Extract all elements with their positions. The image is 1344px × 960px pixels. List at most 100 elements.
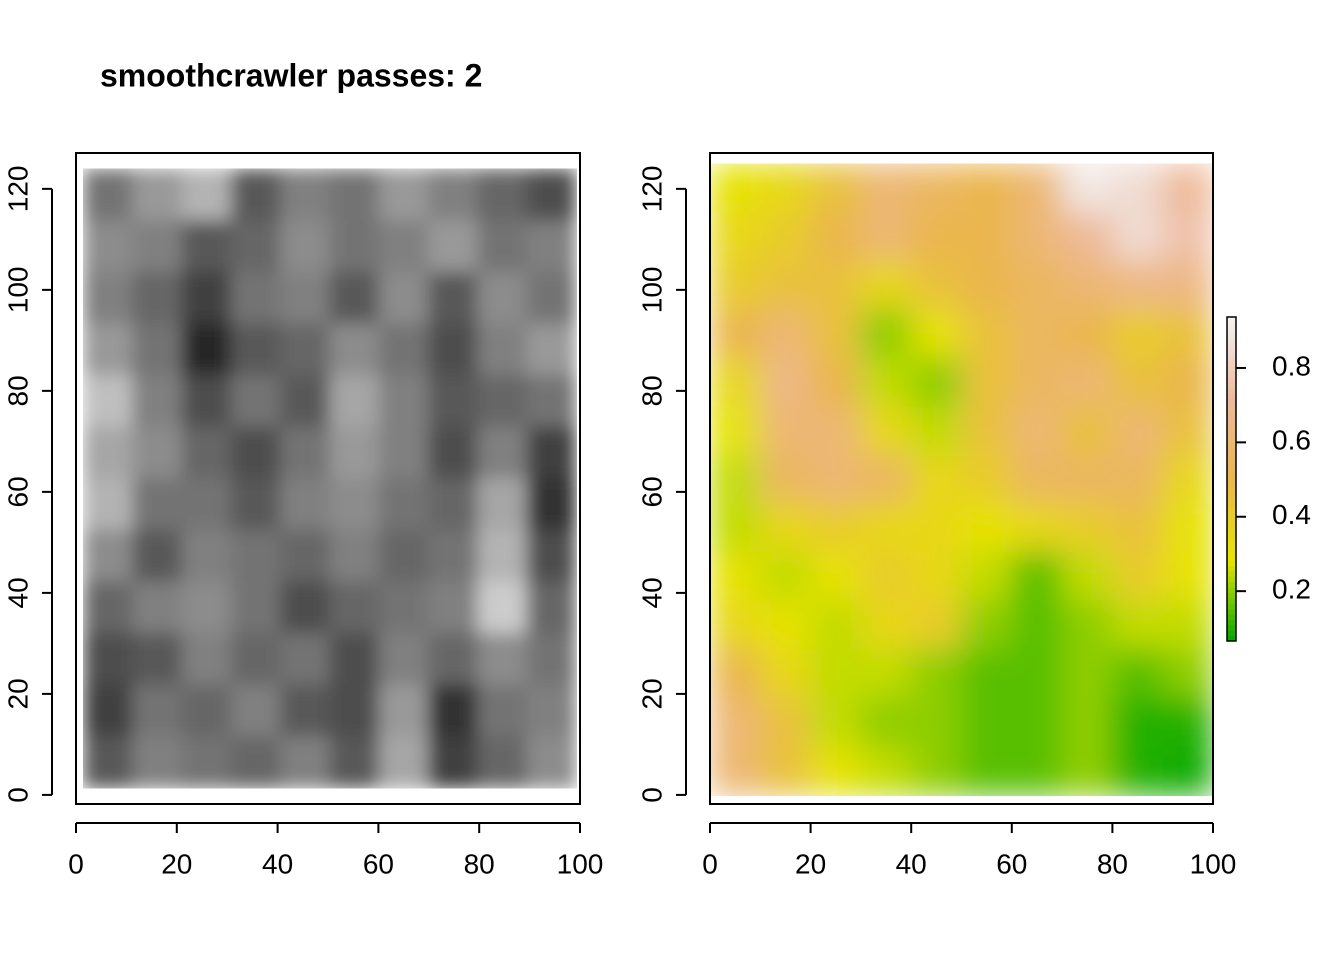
heatmap-raster: [83, 168, 577, 789]
colorbar-tick-label: 0.8: [1272, 350, 1311, 381]
colorbar-step: [1227, 365, 1236, 372]
colorbar-step: [1227, 371, 1236, 377]
heatmap-cell: [1062, 746, 1113, 796]
plot-frame: [709, 152, 1214, 805]
heatmap-cell: [1062, 212, 1113, 262]
heatmap-cell: [428, 375, 478, 428]
heatmap-cell: [181, 684, 232, 737]
heatmap-cell: [477, 478, 528, 531]
heatmap-cell: [1011, 260, 1063, 310]
heatmap-cell: [760, 697, 812, 747]
colorbar-step: [1227, 597, 1236, 604]
colorbar-step: [1227, 511, 1236, 518]
heatmap-cell: [132, 633, 183, 686]
heatmap-cell: [1011, 163, 1063, 213]
heatmap-cell: [961, 503, 1013, 553]
colorbar-step: [1227, 344, 1236, 350]
colorbar-tick-label: 0.6: [1272, 425, 1311, 456]
heatmap-cell: [760, 600, 812, 650]
heatmap-cell: [280, 168, 331, 221]
x-tick-label: 100: [1190, 848, 1237, 879]
heatmap-cell: [961, 309, 1013, 359]
heatmap-cell: [860, 212, 912, 262]
heatmap-cell: [810, 260, 862, 310]
heatmap-cell: [810, 649, 862, 699]
heatmap-cell: [477, 220, 528, 273]
heatmap-cell: [378, 323, 429, 376]
heatmap-cell: [1011, 212, 1063, 262]
heatmap-cell: [760, 309, 812, 359]
heatmap-cell: [961, 357, 1013, 408]
heatmap-cell: [230, 529, 281, 583]
heatmap-cell: [1162, 212, 1214, 262]
heatmap-cell: [132, 220, 183, 273]
heatmap-cell: [1011, 649, 1063, 699]
colorbar-step: [1227, 387, 1236, 394]
heatmap-cell: [710, 600, 761, 650]
colorbar-step: [1227, 581, 1236, 588]
heatmap-cell: [181, 220, 232, 273]
heatmap-cell: [428, 684, 478, 737]
heatmap-cell: [477, 271, 528, 325]
heatmap-cell: [710, 454, 761, 505]
heatmap-cell: [710, 746, 761, 796]
heatmap-cell: [1062, 163, 1113, 213]
colorbar-step: [1227, 333, 1236, 340]
heatmap-cell: [83, 323, 133, 376]
heatmap-cell: [230, 168, 281, 221]
heatmap-cell: [280, 736, 331, 789]
heatmap-cell: [378, 478, 429, 531]
heatmap-cell: [329, 426, 380, 479]
heatmap-cell: [477, 426, 528, 479]
y-tick-label: 60: [636, 476, 667, 507]
heatmap-cell: [860, 163, 912, 213]
heatmap-cell: [428, 323, 478, 376]
heatmap-cell: [181, 581, 232, 634]
heatmap-cell: [230, 375, 281, 428]
heatmap-cell: [477, 529, 528, 583]
heatmap-cell: [329, 684, 380, 737]
heatmap-cell: [83, 426, 133, 479]
heatmap-cell: [132, 684, 183, 737]
heatmap-cell: [181, 478, 232, 531]
heatmap-cell: [280, 375, 331, 428]
heatmap-cell: [477, 323, 528, 376]
heatmap-cell: [378, 271, 429, 325]
x-tick-label: 0: [68, 848, 84, 879]
heatmap-cell: [83, 375, 133, 428]
colorbar-step: [1227, 441, 1236, 448]
heatmap-cell: [83, 736, 133, 789]
heatmap-cell: [810, 309, 862, 359]
heatmap-cell: [83, 684, 133, 737]
heatmap-cell: [526, 375, 577, 428]
colorbar-step: [1227, 479, 1236, 485]
heatmap-cell: [378, 220, 429, 273]
heatmap-cell: [710, 212, 761, 262]
heatmap-cell: [860, 454, 912, 505]
heatmap-cell: [860, 309, 912, 359]
heatmap-cell: [760, 552, 812, 602]
heatmap-cell: [329, 220, 380, 273]
heatmap-cell: [961, 746, 1013, 796]
x-tick-label: 80: [464, 848, 495, 879]
heatmap-cell: [1011, 309, 1063, 359]
heatmap-cell: [132, 271, 183, 325]
heatmap-cell: [280, 684, 331, 737]
heatmap-cell: [329, 633, 380, 686]
heatmap-cell: [860, 600, 912, 650]
heatmap-cell: [329, 736, 380, 789]
heatmap-cell: [860, 357, 912, 408]
heatmap-cell: [710, 309, 761, 359]
heatmap-cell: [1112, 357, 1164, 408]
heatmap-cell: [1011, 503, 1063, 553]
y-tick-label: 20: [2, 678, 33, 709]
colorbar-tick-label: 0.4: [1272, 499, 1311, 530]
plot-frame: [75, 152, 581, 805]
heatmap-cell: [1062, 260, 1113, 310]
heatmap-cell: [860, 260, 912, 310]
x-tick-label: 40: [262, 848, 293, 879]
colorbar-step: [1227, 576, 1236, 583]
heatmap-cell: [911, 649, 963, 699]
colorbar-frame: [1226, 316, 1237, 642]
heatmap-cell: [710, 406, 761, 456]
